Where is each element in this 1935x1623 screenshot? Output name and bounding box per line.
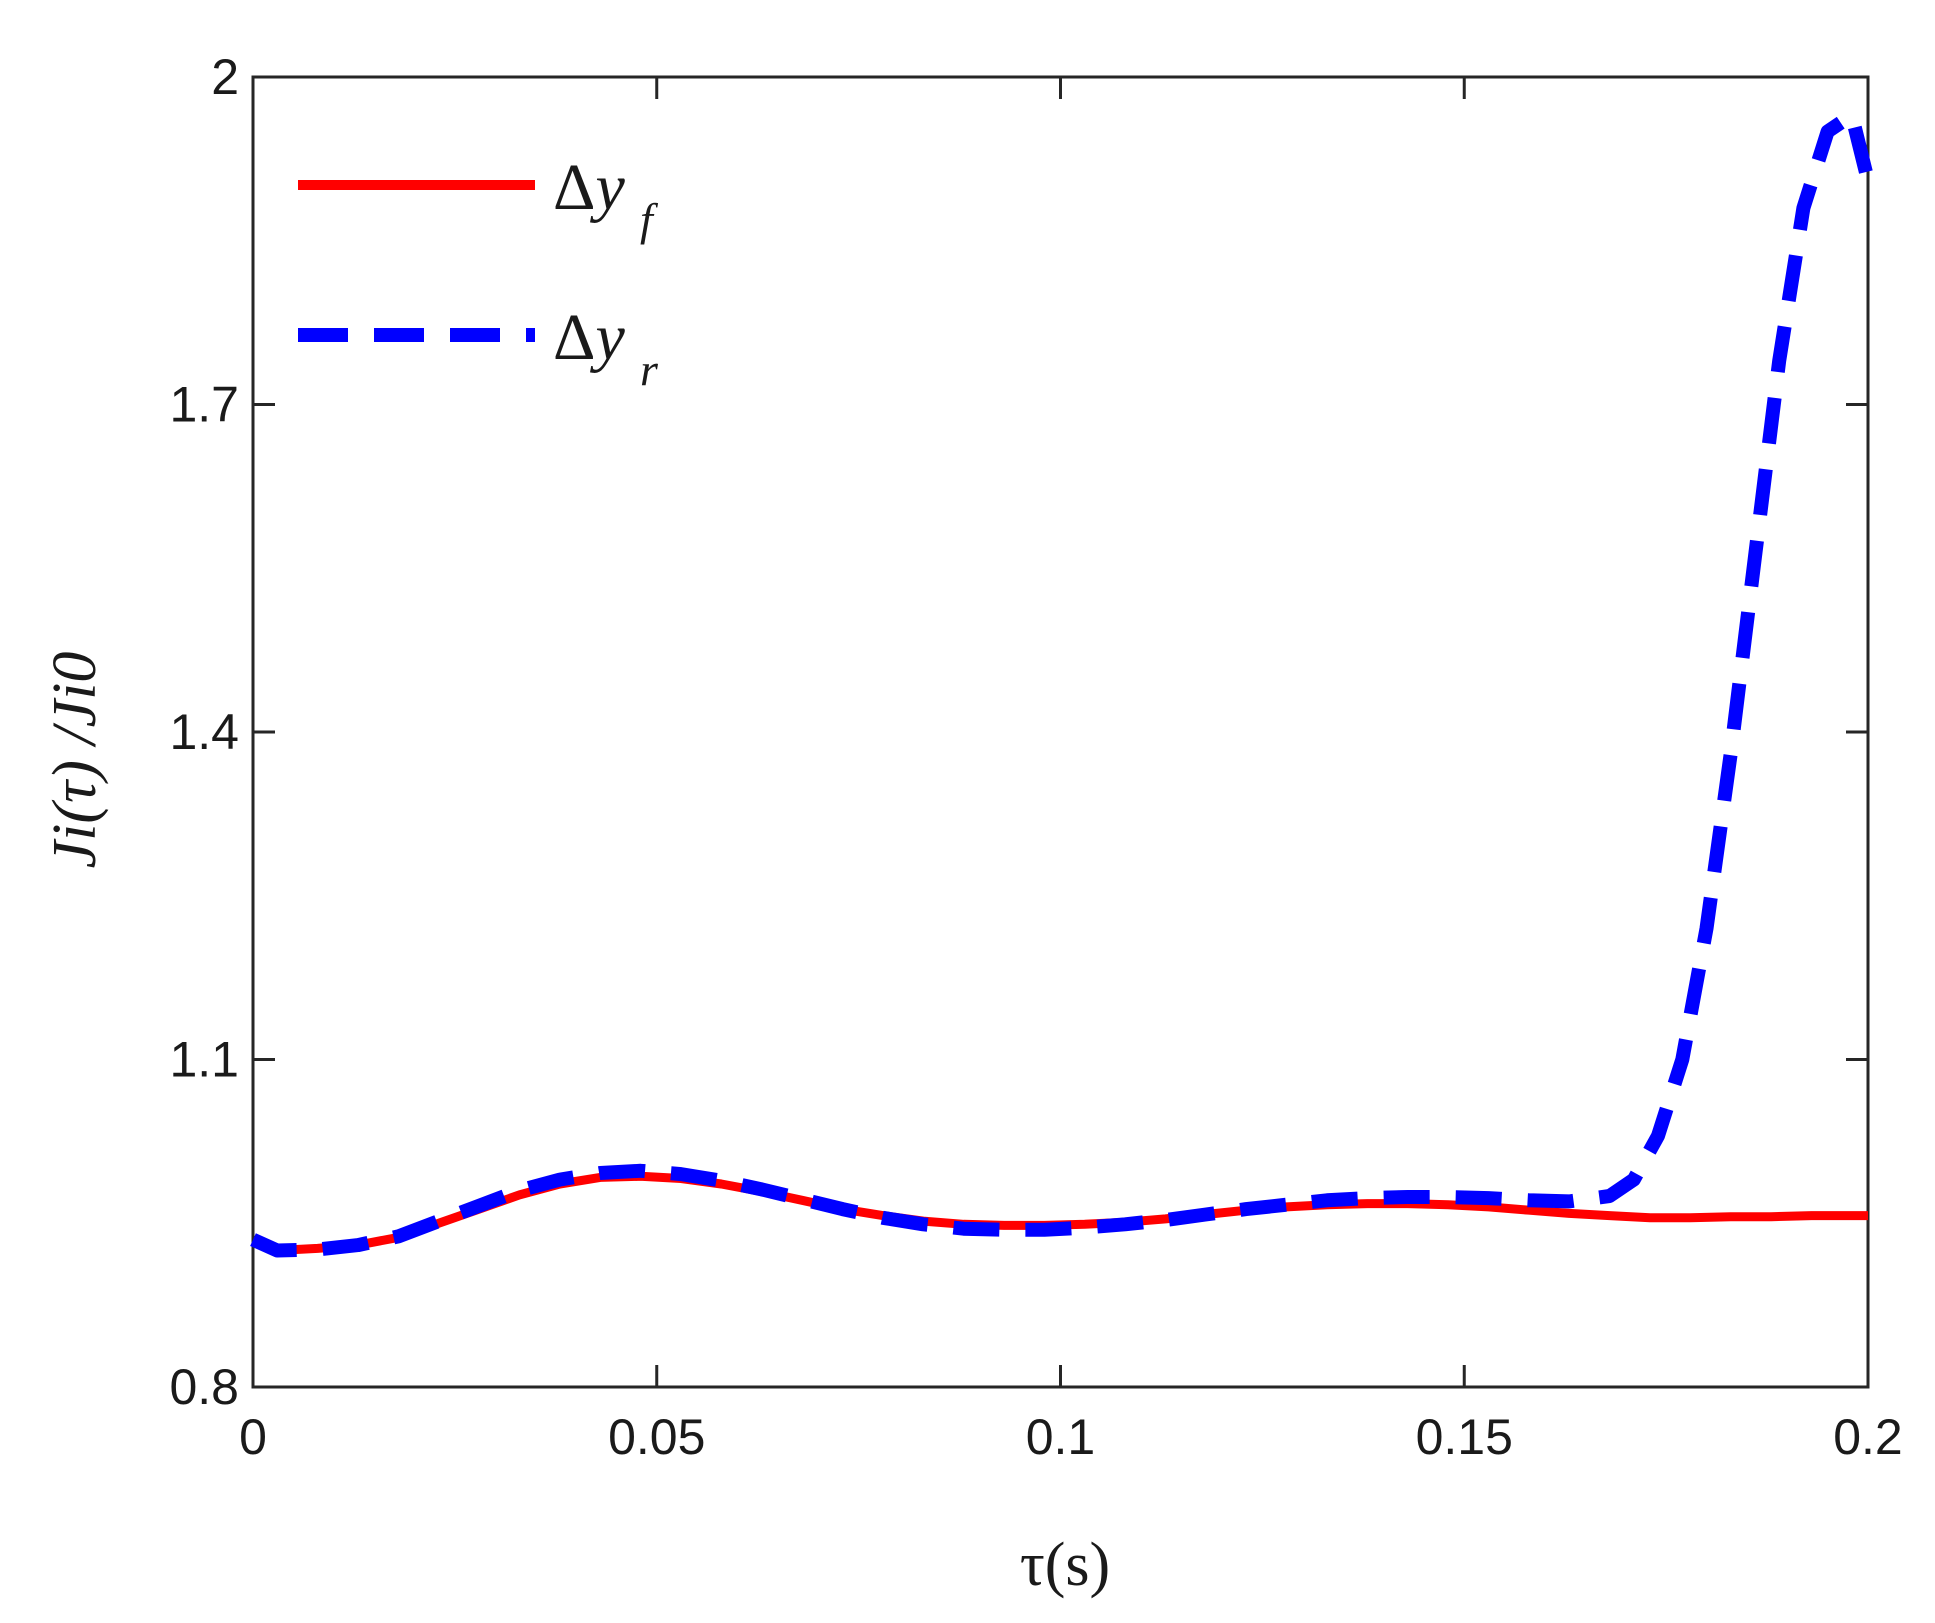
legend-subscript: r <box>640 344 659 395</box>
x-tick-label: 0.05 <box>608 1409 705 1465</box>
x-axis-title: τ(s) <box>1020 1531 1110 1599</box>
y-tick-label: 0.8 <box>169 1359 239 1415</box>
series-layer <box>250 108 1875 1258</box>
x-tick-label: 0 <box>239 1409 267 1465</box>
ticks-layer: 0 0.05 0.1 0.15 0.2 0.8 1.1 1.4 1.7 2 <box>169 49 1902 1465</box>
series-line-dyr <box>250 108 1875 1258</box>
y-axis-title: Ji(τ) /Ji0 <box>41 652 109 869</box>
legend: Δy fΔy r <box>298 151 659 395</box>
y-tick-label: 1.7 <box>169 377 239 433</box>
legend-label: Δy <box>553 301 625 374</box>
y-tick-label: 1.4 <box>169 704 239 760</box>
y-tick-label: 1.1 <box>169 1032 239 1088</box>
legend-label: Δy <box>553 151 625 224</box>
x-tick-label: 0.1 <box>1026 1409 1096 1465</box>
legend-subscript: f <box>640 194 659 245</box>
y-tick-label: 2 <box>211 49 239 105</box>
x-tick-label: 0.15 <box>1416 1409 1513 1465</box>
x-tick-label: 0.2 <box>1833 1409 1903 1465</box>
